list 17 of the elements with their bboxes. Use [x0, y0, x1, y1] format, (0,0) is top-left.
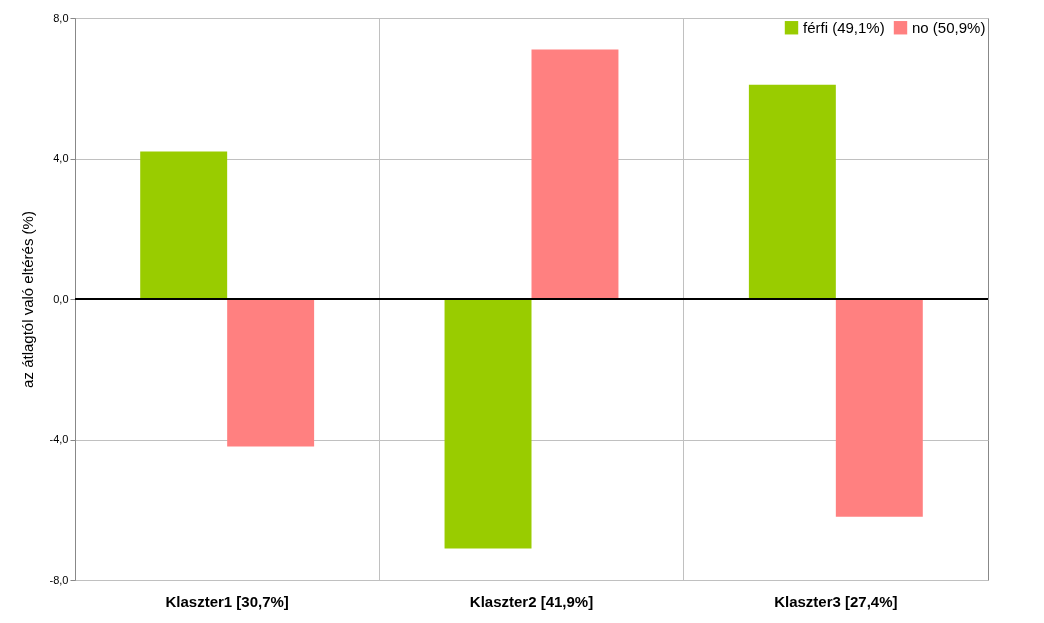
- bar: [140, 151, 228, 299]
- y-tick-label: 8,0: [53, 11, 69, 24]
- y-tick-label: -8,0: [49, 573, 69, 586]
- x-tick-label: Klaszter3 [27,4%]: [774, 592, 898, 610]
- bar: [444, 299, 532, 549]
- legend-label: férfi (49,1%): [803, 18, 885, 36]
- legend-label: no (50,9%): [912, 18, 986, 36]
- y-tick-label: 0,0: [53, 292, 69, 305]
- bar: [835, 299, 923, 517]
- y-tick-label: 4,0: [53, 152, 69, 164]
- y-axis-title: az átlagtól való eltérés (%): [18, 211, 36, 388]
- y-tick-label: -4,0: [49, 433, 69, 445]
- x-tick-label: Klaszter2 [41,9%]: [469, 592, 594, 610]
- bar: [531, 49, 619, 299]
- bar: [748, 84, 836, 299]
- x-tick-label: Klaszter1 [30,7%]: [165, 592, 289, 610]
- bar: [227, 299, 315, 447]
